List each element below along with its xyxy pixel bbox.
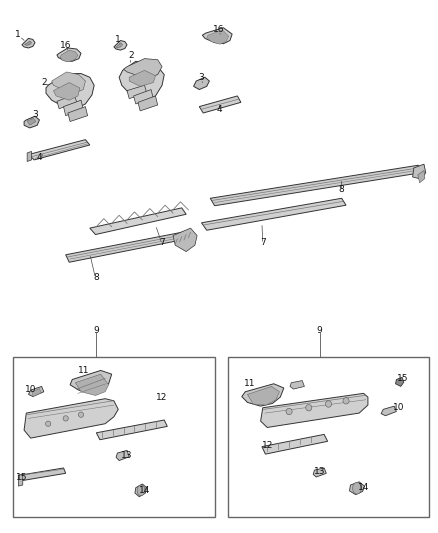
Polygon shape: [64, 100, 83, 116]
Bar: [228, 357, 429, 517]
Polygon shape: [24, 399, 118, 438]
Ellipse shape: [137, 485, 145, 496]
Text: 10: 10: [25, 385, 36, 393]
Polygon shape: [57, 95, 77, 109]
Text: 10: 10: [393, 403, 404, 412]
Polygon shape: [66, 232, 187, 262]
Text: 16: 16: [213, 25, 225, 34]
Polygon shape: [207, 30, 229, 44]
Polygon shape: [96, 420, 167, 440]
Polygon shape: [90, 208, 186, 235]
Text: 14: 14: [358, 483, 369, 492]
Text: 13: 13: [121, 451, 133, 460]
Polygon shape: [199, 96, 241, 113]
Text: 3: 3: [198, 73, 205, 82]
Ellipse shape: [343, 398, 349, 404]
Polygon shape: [53, 83, 80, 100]
Polygon shape: [25, 41, 32, 45]
Polygon shape: [201, 198, 346, 230]
Polygon shape: [27, 118, 36, 125]
Polygon shape: [418, 171, 425, 183]
Polygon shape: [70, 370, 112, 393]
Polygon shape: [173, 228, 197, 252]
Polygon shape: [116, 43, 123, 48]
Polygon shape: [18, 468, 66, 481]
Polygon shape: [46, 74, 94, 109]
Text: 8: 8: [93, 273, 99, 281]
Ellipse shape: [286, 408, 292, 415]
Polygon shape: [75, 374, 109, 395]
Text: 14: 14: [139, 486, 150, 495]
Polygon shape: [32, 389, 41, 397]
Text: 15: 15: [16, 473, 28, 481]
Polygon shape: [135, 484, 147, 497]
Text: 4: 4: [216, 105, 222, 114]
Text: 12: 12: [156, 393, 168, 401]
Text: 2: 2: [129, 52, 134, 60]
Ellipse shape: [353, 482, 361, 494]
Text: 8: 8: [339, 185, 345, 193]
Polygon shape: [22, 38, 35, 48]
Polygon shape: [27, 151, 32, 161]
Text: 16: 16: [60, 41, 71, 50]
Text: 11: 11: [244, 379, 255, 388]
Text: 7: 7: [159, 238, 165, 247]
Ellipse shape: [78, 412, 84, 417]
Polygon shape: [413, 164, 426, 179]
Polygon shape: [396, 377, 404, 386]
Polygon shape: [194, 77, 209, 90]
Polygon shape: [202, 28, 232, 44]
Polygon shape: [28, 140, 90, 160]
Text: 1: 1: [14, 30, 21, 39]
Polygon shape: [350, 482, 364, 495]
Polygon shape: [116, 450, 129, 461]
Polygon shape: [381, 406, 396, 416]
Bar: [13, 357, 215, 517]
Text: 1: 1: [115, 36, 121, 44]
Polygon shape: [290, 381, 304, 389]
Polygon shape: [127, 85, 147, 99]
Polygon shape: [242, 384, 284, 406]
Polygon shape: [247, 386, 279, 405]
Polygon shape: [52, 72, 85, 93]
Ellipse shape: [325, 401, 332, 407]
Polygon shape: [262, 434, 328, 454]
Text: 11: 11: [78, 366, 89, 375]
Polygon shape: [138, 96, 158, 111]
Polygon shape: [68, 107, 88, 122]
Polygon shape: [261, 393, 368, 427]
Polygon shape: [24, 116, 39, 128]
Polygon shape: [60, 50, 78, 62]
Polygon shape: [114, 41, 127, 50]
Polygon shape: [313, 468, 326, 477]
Text: 9: 9: [93, 326, 99, 335]
Polygon shape: [18, 474, 23, 486]
Text: 4: 4: [37, 153, 42, 161]
Polygon shape: [129, 70, 155, 86]
Text: 2: 2: [41, 78, 46, 87]
Text: 3: 3: [32, 110, 38, 119]
Polygon shape: [124, 59, 162, 77]
Ellipse shape: [63, 416, 68, 421]
Text: 7: 7: [260, 238, 266, 247]
Text: 13: 13: [314, 467, 325, 476]
Ellipse shape: [306, 405, 312, 411]
Text: 12: 12: [261, 441, 273, 449]
Text: 15: 15: [397, 374, 409, 383]
Text: 9: 9: [317, 326, 323, 335]
Polygon shape: [57, 48, 81, 61]
Polygon shape: [210, 165, 421, 206]
Polygon shape: [28, 386, 44, 397]
Ellipse shape: [46, 421, 51, 426]
Polygon shape: [119, 61, 164, 101]
Polygon shape: [134, 90, 153, 104]
